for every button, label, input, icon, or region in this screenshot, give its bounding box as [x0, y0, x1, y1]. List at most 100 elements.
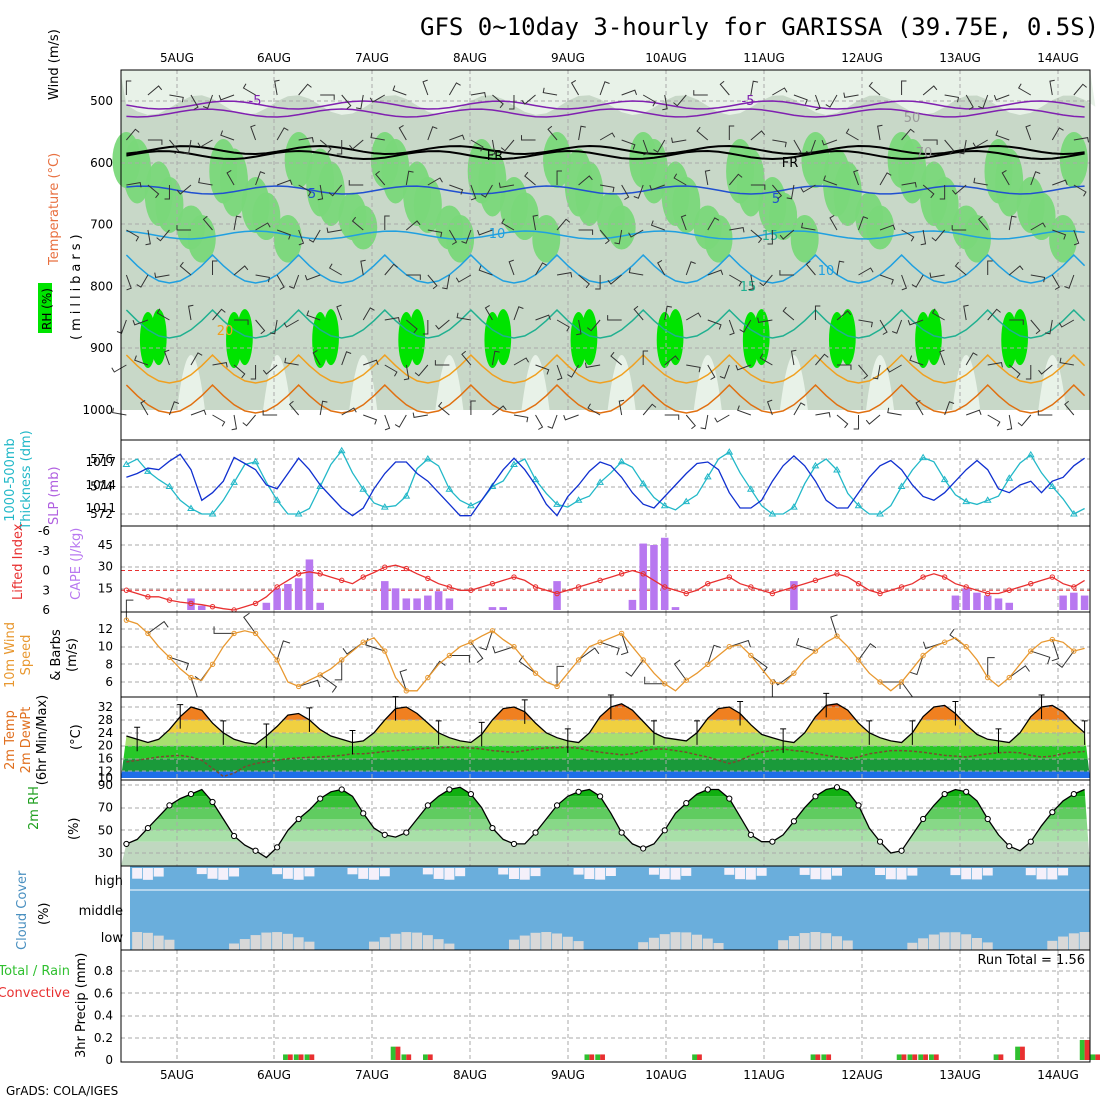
- precip-convective-bar: [287, 1054, 293, 1060]
- wind-barb: [1025, 124, 1032, 141]
- thickness-point: [337, 446, 346, 454]
- wind-barb: [886, 364, 902, 373]
- rh-band: [121, 830, 1090, 842]
- wind-barb: [304, 274, 321, 281]
- wind-barb: [858, 319, 873, 328]
- y-axis-label: Total / Rain: [0, 964, 70, 979]
- lifted-index-point: [1028, 580, 1034, 587]
- wind-speed-point: [231, 630, 237, 637]
- wind-speed-point: [769, 679, 776, 685]
- tick-label: 90: [98, 778, 113, 792]
- wind-barb: [489, 139, 496, 156]
- rh-point: [252, 847, 259, 854]
- wind-barb: [319, 400, 328, 416]
- lifted-index-point: [252, 600, 259, 607]
- wind-barb: [435, 319, 450, 330]
- precip-total-bar: [692, 1054, 698, 1060]
- rh-point: [403, 829, 410, 836]
- wind-barb: [169, 139, 180, 155]
- cloud-low-gap: [961, 934, 972, 950]
- tick-label: -6: [38, 524, 50, 538]
- tick-label: 574: [90, 480, 113, 494]
- tick-label: 900: [90, 341, 113, 355]
- wind-barb: [987, 362, 1003, 368]
- precip-convective-bar: [697, 1054, 702, 1060]
- thickness-point: [1069, 510, 1078, 517]
- cape-bar: [413, 598, 421, 610]
- wind-barb: [978, 215, 989, 231]
- wind-barb: [909, 355, 924, 366]
- panel-background: [121, 440, 1090, 526]
- wind-speed-point: [1006, 674, 1012, 681]
- wind-barb: [700, 414, 709, 430]
- rh-point: [532, 829, 539, 836]
- wind-speed-point: [941, 639, 948, 645]
- wind-barb: [901, 80, 907, 95]
- tick-label: 30: [98, 560, 113, 574]
- wind-barb: [633, 305, 644, 321]
- wind-barb: [480, 184, 493, 198]
- wind-speed-point: [123, 617, 130, 623]
- cloud-low-gap: [304, 941, 315, 950]
- tick-label: -3: [38, 544, 50, 558]
- wind-barb: [147, 184, 160, 199]
- cloud-high-gap: [971, 868, 982, 880]
- cloud-high-gap: [831, 868, 842, 876]
- cloud-high-gap: [961, 868, 972, 880]
- wind-barb: [176, 225, 191, 231]
- wind-barb: [116, 319, 127, 334]
- precip-total-bar: [293, 1054, 299, 1060]
- wind-barb: [218, 94, 235, 101]
- wind-barb: [156, 229, 170, 242]
- wind-barb: [801, 222, 816, 231]
- lifted-index-point: [145, 594, 151, 600]
- wind-barb: [719, 364, 730, 379]
- rh-fill-moist: [930, 177, 959, 233]
- panel-thickness_slp: 576 574 572 1017 1014 1011 1000-500mb Thickness…: [3, 430, 1091, 531]
- cloud-low-gap: [692, 934, 703, 950]
- wind-barb: [714, 414, 730, 423]
- cloud-low-gap: [422, 935, 433, 950]
- lifted-index-point: [188, 600, 194, 607]
- cloud-low-gap: [799, 933, 810, 950]
- wind-barb: [169, 94, 184, 103]
- wind-barb: [362, 307, 375, 321]
- cloud-low-gap: [562, 936, 573, 950]
- wind-barb: [825, 94, 838, 108]
- precip-total-bar: [283, 1054, 288, 1060]
- cloud-low-gap: [928, 934, 939, 950]
- wind-barb: [283, 319, 299, 328]
- wind-barb: [125, 80, 132, 95]
- cloud-low-gap: [293, 937, 304, 950]
- wind-barb: [621, 184, 630, 200]
- wind-speed-point: [683, 677, 689, 683]
- lifted-index-point: [683, 590, 689, 597]
- rh-point: [230, 832, 238, 840]
- wind-barb: [399, 669, 407, 691]
- wind-barb: [328, 263, 342, 276]
- wind-barb: [887, 407, 902, 416]
- wind-barb: [126, 229, 140, 242]
- rh-fill-moist: [478, 148, 507, 217]
- cloud-high-gap: [282, 868, 293, 879]
- minmax-bar: [564, 728, 571, 753]
- minmax-bar: [866, 720, 873, 745]
- wind-barb: [341, 94, 352, 110]
- cloud-high-gap: [153, 868, 164, 877]
- cloud-row-label: middle: [79, 904, 123, 919]
- cloud-high-gap: [907, 868, 918, 876]
- rh-fill-moist: [155, 177, 184, 233]
- cloud-high-gap: [584, 868, 595, 880]
- precip-convective-bar: [998, 1054, 1004, 1060]
- wind-barb: [190, 409, 207, 416]
- wind-barb: [642, 139, 649, 156]
- thickness-point: [294, 510, 303, 517]
- wind-barb: [535, 314, 551, 321]
- thickness-point: [230, 478, 238, 485]
- lifted-index-point: [360, 574, 366, 580]
- y-axis-label: & Barbs: [49, 629, 64, 681]
- y-axis-label: Convective: [0, 986, 70, 1001]
- panel-cloud: high middle low Cloud Cover (%): [15, 865, 1091, 951]
- wind-barb: [584, 362, 601, 368]
- wind-barb: [169, 656, 190, 671]
